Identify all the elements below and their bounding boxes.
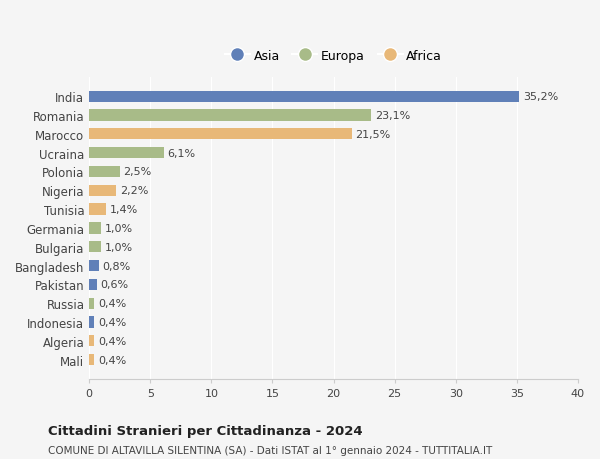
Text: 0,4%: 0,4% (98, 336, 126, 346)
Bar (89, 91, 519, 103)
Bar (89, 204, 106, 215)
Bar (89, 317, 94, 328)
Text: 2,5%: 2,5% (124, 167, 152, 177)
Text: 1,0%: 1,0% (105, 224, 133, 233)
Text: Cittadini Stranieri per Cittadinanza - 2024: Cittadini Stranieri per Cittadinanza - 2… (48, 425, 362, 437)
Text: 0,8%: 0,8% (103, 261, 131, 271)
Bar (89, 241, 101, 253)
Bar (89, 260, 99, 272)
Text: 0,4%: 0,4% (98, 355, 126, 365)
Bar (89, 110, 371, 121)
Text: 6,1%: 6,1% (167, 148, 196, 158)
Text: 21,5%: 21,5% (356, 129, 391, 140)
Bar (89, 185, 116, 196)
Bar (89, 279, 97, 291)
Text: 23,1%: 23,1% (375, 111, 410, 121)
Text: 35,2%: 35,2% (523, 92, 558, 102)
Bar (89, 336, 94, 347)
Bar (89, 298, 94, 309)
Text: COMUNE DI ALTAVILLA SILENTINA (SA) - Dati ISTAT al 1° gennaio 2024 - TUTTITALIA.: COMUNE DI ALTAVILLA SILENTINA (SA) - Dat… (48, 445, 492, 455)
Bar (89, 148, 164, 159)
Legend: Asia, Europa, Africa: Asia, Europa, Africa (220, 45, 447, 67)
Bar (89, 129, 352, 140)
Text: 0,4%: 0,4% (98, 298, 126, 308)
Text: 2,2%: 2,2% (120, 186, 148, 196)
Text: 1,4%: 1,4% (110, 205, 138, 215)
Text: 0,4%: 0,4% (98, 317, 126, 327)
Bar (89, 354, 94, 365)
Bar (89, 167, 120, 178)
Text: 1,0%: 1,0% (105, 242, 133, 252)
Bar (89, 223, 101, 234)
Text: 0,6%: 0,6% (100, 280, 128, 290)
